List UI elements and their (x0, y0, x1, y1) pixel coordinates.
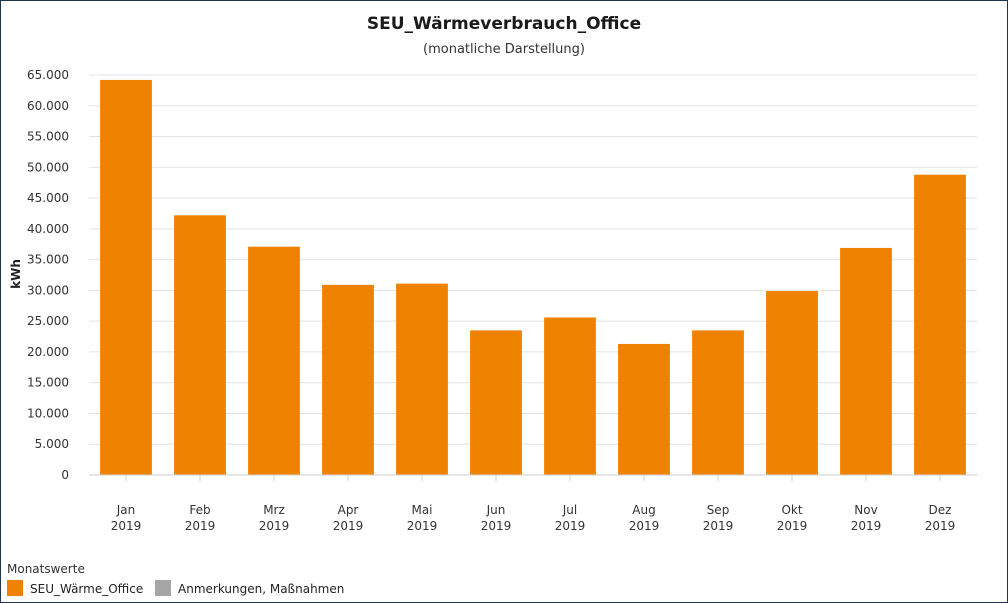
legend-item-anmerkungen[interactable]: Anmerkungen, Maßnahmen (155, 580, 344, 596)
x-tick-year: 2019 (333, 519, 364, 533)
legend-swatch-anmerkungen (155, 580, 171, 596)
bar-layer (100, 79, 966, 476)
x-tick-label: Jan (116, 503, 136, 517)
y-tick-label: 0 (61, 468, 69, 482)
x-tick-year: 2019 (185, 519, 216, 533)
y-tick-label: 15.000 (27, 376, 69, 390)
legend: Monatswerte SEU_Wärme_Office Anmerkungen… (7, 562, 344, 596)
legend-swatch-seu-waerme-office (7, 580, 23, 596)
x-tick-year: 2019 (259, 519, 290, 533)
x-tick-label: Mrz (263, 503, 285, 517)
legend-item-seu-waerme-office[interactable]: SEU_Wärme_Office (7, 580, 143, 596)
y-tick-label: 20.000 (27, 345, 69, 359)
x-tick-year: 2019 (481, 519, 512, 533)
bar-apr[interactable] (322, 284, 374, 475)
y-tick-label: 10.000 (27, 406, 69, 420)
x-tick-label: Feb (189, 503, 210, 517)
x-tick-year: 2019 (925, 519, 956, 533)
bar-mai[interactable] (396, 283, 448, 475)
y-tick-label: 5.000 (35, 437, 69, 451)
y-tick-label: 60.000 (27, 99, 69, 113)
chart-title: SEU_Wärmeverbrauch_Office (367, 14, 641, 34)
x-tick-label: Jul (562, 503, 577, 517)
x-tick-label: Apr (338, 503, 359, 517)
legend-label-seu-waerme-office: SEU_Wärme_Office (30, 582, 143, 596)
bar-nov[interactable] (840, 247, 892, 475)
legend-title: Monatswerte (7, 562, 85, 576)
x-tick-year: 2019 (629, 519, 660, 533)
bar-dez[interactable] (914, 174, 966, 475)
x-tick-year: 2019 (777, 519, 808, 533)
bar-jul[interactable] (544, 317, 596, 475)
x-tick-label: Nov (854, 503, 877, 517)
legend-label-anmerkungen: Anmerkungen, Maßnahmen (178, 582, 344, 596)
bar-jan[interactable] (100, 79, 152, 475)
y-axis-label: kWh (9, 259, 23, 289)
bar-feb[interactable] (174, 215, 226, 476)
x-tick-year: 2019 (407, 519, 438, 533)
bar-jun[interactable] (470, 330, 522, 475)
x-tick-label: Dez (929, 503, 952, 517)
x-tick-label: Sep (707, 503, 730, 517)
chart-subtitle: (monatliche Darstellung) (423, 42, 585, 57)
y-tick-label: 30.000 (27, 283, 69, 297)
bar-aug[interactable] (618, 343, 670, 475)
x-tick-year: 2019 (851, 519, 882, 533)
y-tick-label: 45.000 (27, 191, 69, 205)
bar-mrz[interactable] (248, 246, 300, 475)
y-tick-label: 35.000 (27, 253, 69, 267)
x-tick-year: 2019 (703, 519, 734, 533)
x-tick-label: Okt (781, 503, 802, 517)
bar-sep[interactable] (692, 330, 744, 475)
x-tick-year: 2019 (111, 519, 142, 533)
y-tick-label: 40.000 (27, 222, 69, 236)
grid-layer (89, 74, 977, 476)
bar-okt[interactable] (766, 291, 818, 475)
y-tick-label: 65.000 (27, 68, 69, 82)
y-tick-label: 50.000 (27, 160, 69, 174)
y-tick-label: 25.000 (27, 314, 69, 328)
x-tick-year: 2019 (555, 519, 586, 533)
x-tick-label: Mai (411, 503, 432, 517)
x-tick-label: Jun (486, 503, 506, 517)
x-tick-layer: Jan 2019 Feb 2019 Mrz 2019 Apr 2019 Mai 2019 Jun 20… (111, 475, 956, 533)
y-tick-layer: 0 5.000 10.000 15.000 20.000 25.000 30.000 35.0… (27, 68, 69, 482)
y-tick-label: 55.000 (27, 130, 69, 144)
x-tick-label: Aug (632, 503, 655, 517)
